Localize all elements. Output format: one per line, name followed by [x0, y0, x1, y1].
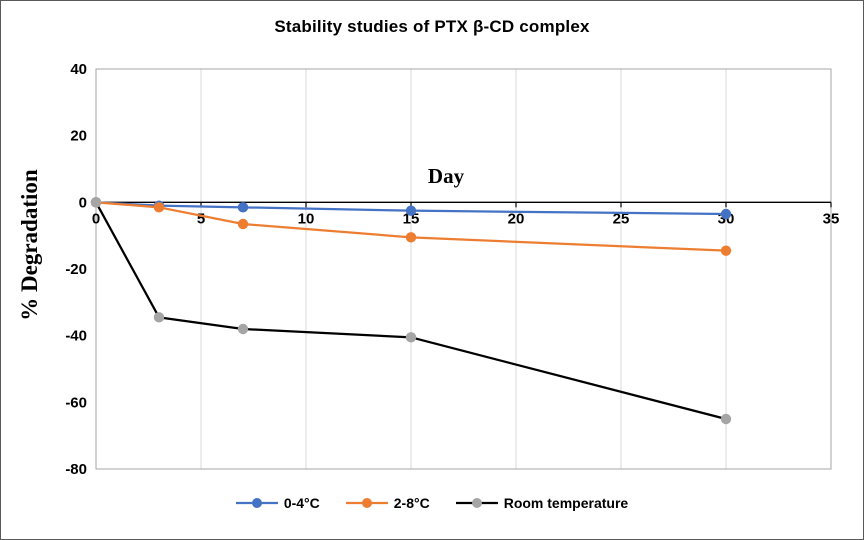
y-tick-label: -80 — [65, 461, 87, 478]
series-marker-2 — [153, 312, 165, 323]
y-tick-label: -60 — [65, 394, 87, 411]
legend-item-0: 0-4°C — [235, 495, 320, 511]
x-tick-label: 15 — [403, 210, 420, 227]
legend-item-2: Room temperature — [455, 495, 629, 511]
x-tick-label: 35 — [823, 210, 840, 227]
x-tick-label: 25 — [613, 210, 630, 227]
series-marker-0 — [237, 202, 249, 213]
legend: 0-4°C 2-8°C Room temperature — [1, 495, 863, 511]
x-tick-label: 5 — [197, 210, 205, 227]
legend-item-1: 2-8°C — [345, 495, 430, 511]
x-tick-label: 10 — [298, 210, 315, 227]
series-marker-1 — [237, 218, 249, 230]
x-tick-label: 0 — [92, 210, 100, 227]
y-tick-label: -40 — [65, 328, 87, 345]
series-marker-0 — [405, 205, 417, 216]
legend-label: Room temperature — [503, 495, 629, 511]
series-marker-0 — [720, 208, 732, 220]
chart-title: Stability studies of PTX β-CD complex — [274, 17, 590, 36]
legend-marker-icon — [455, 498, 498, 508]
y-tick-label: -20 — [65, 261, 87, 278]
plot-border — [95, 68, 832, 470]
x-axis-title: Day — [427, 164, 465, 188]
legend-marker-icon — [235, 498, 278, 508]
x-tick-label: 20 — [508, 210, 525, 227]
y-tick-label: 20 — [70, 128, 87, 145]
series-marker-2 — [405, 332, 417, 343]
legend-label: 0-4°C — [283, 495, 320, 511]
legend-marker-icon — [345, 498, 388, 508]
series-marker-2 — [237, 323, 249, 335]
series-marker-2 — [720, 413, 732, 425]
series-marker-1 — [720, 245, 732, 256]
series-marker-1 — [405, 232, 417, 243]
series-marker-2 — [90, 197, 102, 208]
legend-label: 2-8°C — [393, 495, 430, 511]
y-tick-label: 0 — [79, 194, 87, 211]
series-marker-1 — [153, 202, 165, 213]
y-tick-label: 40 — [70, 61, 87, 78]
